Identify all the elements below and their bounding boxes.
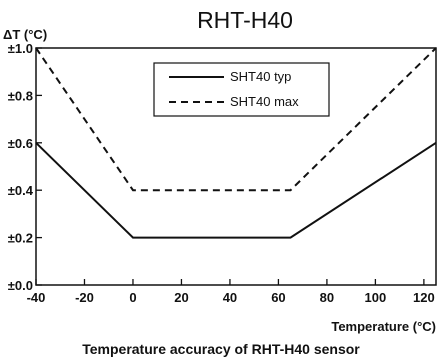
x-tick-label: 80 — [320, 290, 334, 305]
chart-caption: Temperature accuracy of RHT-H40 sensor — [82, 341, 360, 357]
series-line-max — [35, 47, 437, 192]
y-tick-label: ±1.0 — [8, 41, 33, 56]
legend: SHT40 typ SHT40 max — [153, 62, 330, 117]
x-tick-label: -40 — [27, 290, 46, 305]
legend-label-max: SHT40 max — [230, 94, 299, 109]
legend-label-typ: SHT40 typ — [230, 69, 291, 84]
x-axis-ticks: -40 -20 0 20 40 60 80 100 120 — [27, 279, 435, 305]
x-tick-label: 120 — [413, 290, 435, 305]
x-tick-label: 0 — [129, 290, 136, 305]
series-line-typ — [35, 141, 437, 239]
y-tick-label: ±0.6 — [8, 136, 33, 151]
x-tick-label: 40 — [223, 290, 237, 305]
x-tick-label: -20 — [75, 290, 94, 305]
y-tick-label: ±0.4 — [8, 183, 34, 198]
y-tick-label: ±0.8 — [8, 88, 33, 103]
legend-box — [153, 62, 330, 117]
plot-area — [35, 47, 437, 286]
y-tick-label: ±0.2 — [8, 231, 33, 246]
x-axis-label: Temperature (°C) — [331, 319, 436, 334]
y-axis-label: ΔT (°C) — [3, 27, 47, 42]
series-lines — [35, 47, 437, 239]
x-tick-label: 60 — [271, 290, 285, 305]
x-tick-label: 100 — [365, 290, 387, 305]
chart-title: RHT-H40 — [197, 7, 293, 33]
y-axis-ticks: ±0.0 ±0.2 ±0.4 ±0.6 ±0.8 ±1.0 — [8, 41, 42, 293]
x-tick-label: 20 — [174, 290, 188, 305]
y-tick-label: ±0.0 — [8, 278, 33, 293]
